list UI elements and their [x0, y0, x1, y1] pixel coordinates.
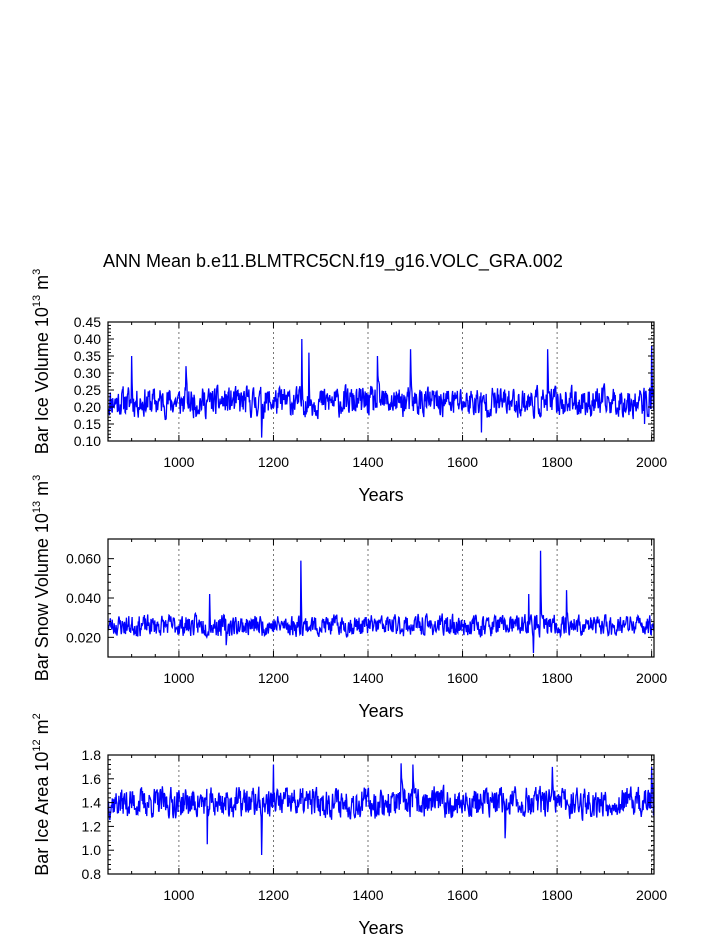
y-tick-label: 0.45 — [74, 314, 101, 330]
x-axis-label: Years — [358, 701, 403, 721]
x-tick-label: 1400 — [352, 454, 383, 470]
x-tick-label: 1600 — [447, 670, 478, 686]
y-tick-label: 1.4 — [82, 795, 102, 811]
y-tick-label: 0.15 — [74, 416, 101, 432]
series-line — [107, 338, 655, 438]
series-line — [107, 763, 655, 855]
x-tick-label: 2000 — [636, 454, 667, 470]
y-axis-label: Bar Ice Volume 1013 m3 — [31, 269, 52, 454]
x-tick-label: 1200 — [258, 887, 289, 903]
y-tick-label: 1.2 — [82, 818, 102, 834]
y-axis-label: Bar Ice Area 1012 m2 — [31, 713, 52, 875]
x-tick-label: 1000 — [163, 670, 194, 686]
y-axis-label: Bar Snow Volume 1013 m3 — [31, 475, 52, 681]
x-tick-label: 1800 — [542, 887, 573, 903]
x-tick-label: 1600 — [447, 454, 478, 470]
y-tick-label: 0.10 — [74, 433, 101, 449]
y-tick-label: 1.0 — [82, 842, 102, 858]
x-tick-label: 1400 — [352, 670, 383, 686]
y-tick-label: 0.35 — [74, 348, 101, 364]
x-axis-label: Years — [358, 485, 403, 505]
x-tick-label: 2000 — [636, 887, 667, 903]
x-tick-label: 1800 — [542, 454, 573, 470]
chart-panel-1: 1000 1200 1400 1600 1800 2000 0.100.150.200.25… — [31, 269, 667, 505]
chart-panel-3: 1000 1200 1400 1600 1800 2000 0.8 1.0 1.2 1.4 1.6 1… — [31, 713, 667, 935]
chart-panel-2: 1000 1200 1400 1600 1800 2000 0.020 0.040 0.060 Y… — [31, 475, 667, 721]
x-tick-label: 1400 — [352, 887, 383, 903]
chart-title: ANN Mean b.e11.BLMTRC5CN.f19_g16.VOLC_GR… — [103, 251, 563, 271]
x-tick-label: 1000 — [163, 887, 194, 903]
plot-frame — [107, 754, 655, 875]
y-tick-label: 0.8 — [82, 866, 102, 882]
x-tick-label: 1200 — [258, 670, 289, 686]
y-tick-label: 1.8 — [82, 747, 102, 763]
x-tick-label: 1600 — [447, 887, 478, 903]
x-tick-label: 1800 — [542, 670, 573, 686]
plot-frame — [107, 538, 655, 658]
y-tick-label: 1.6 — [82, 771, 102, 787]
x-tick-label: 1000 — [163, 454, 194, 470]
y-tick-label: 0.040 — [66, 590, 101, 606]
x-tick-label: 1200 — [258, 454, 289, 470]
plot-frame — [107, 321, 655, 442]
y-tick-label: 0.060 — [66, 551, 101, 567]
x-axis-label: Years — [358, 918, 403, 935]
y-tick-label: 0.20 — [74, 399, 101, 415]
y-tick-label: 0.020 — [66, 629, 101, 645]
y-tick-label: 0.30 — [74, 365, 101, 381]
y-tick-label: 0.25 — [74, 382, 101, 398]
x-tick-label: 2000 — [636, 670, 667, 686]
series-line — [107, 550, 655, 654]
y-tick-label: 0.40 — [74, 331, 101, 347]
